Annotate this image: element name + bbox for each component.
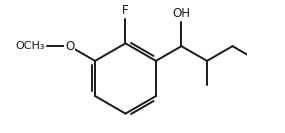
Text: OCH₃: OCH₃ — [16, 41, 45, 51]
Text: OH: OH — [172, 7, 190, 20]
Text: F: F — [122, 4, 129, 17]
Text: O: O — [65, 40, 74, 53]
